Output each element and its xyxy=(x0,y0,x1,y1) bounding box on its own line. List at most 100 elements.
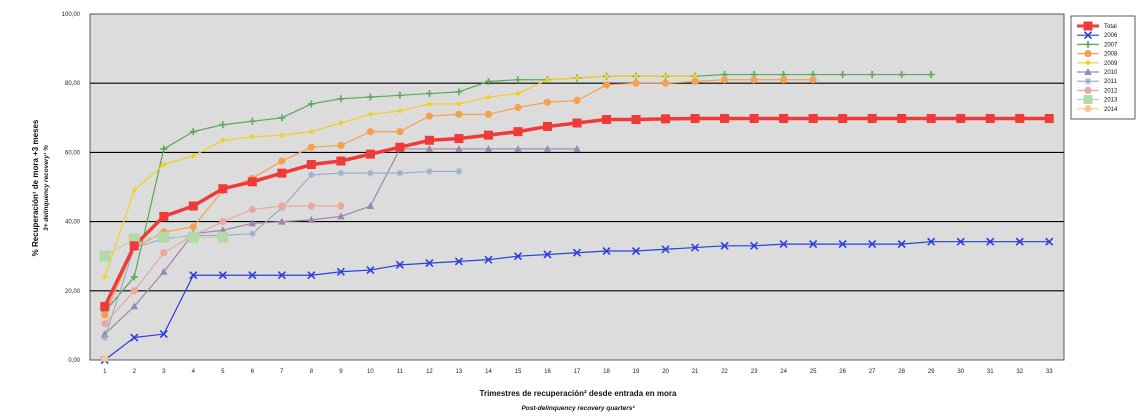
x-tick-label: 7 xyxy=(280,369,284,375)
series-2007-point xyxy=(396,91,404,99)
y-axis-label-en: 3+ delinquency recovery¹ % xyxy=(43,145,50,231)
series-2011-point xyxy=(248,230,256,238)
series-2009-point xyxy=(309,129,314,134)
series-2007-point xyxy=(160,145,168,153)
series-2009-point xyxy=(250,134,255,140)
series-2006-point xyxy=(956,237,965,246)
series-2012-point xyxy=(307,202,315,210)
series-2006-point xyxy=(130,333,139,342)
y-axis-ticks: 0,00 20,00 40,00 60,00 80,00 100,00 xyxy=(62,12,81,364)
series-2010-point xyxy=(455,144,463,152)
x-tick-label: 25 xyxy=(810,369,817,375)
series-2006-point xyxy=(779,240,788,249)
series-total-point xyxy=(956,113,966,123)
legend-2010-marker xyxy=(1084,68,1092,75)
series-total-point xyxy=(542,121,552,131)
series-2007-point xyxy=(130,273,138,281)
series-2011-point xyxy=(396,169,404,177)
x-tick-label: 17 xyxy=(574,369,581,375)
series-total-point xyxy=(720,113,730,123)
series-2006-point xyxy=(690,243,700,252)
series-2007-point xyxy=(248,117,256,125)
series-2008-point xyxy=(425,112,434,120)
series-2006-point xyxy=(720,241,729,250)
series-2006-point xyxy=(661,245,670,254)
series-total-point xyxy=(985,113,995,123)
series-2008-point xyxy=(809,76,817,84)
legend-total-label: Total xyxy=(1104,24,1117,30)
series-2006-point xyxy=(513,252,523,261)
series-total-point xyxy=(247,177,257,187)
series-2006-point xyxy=(366,265,375,275)
series-2007-point xyxy=(484,77,492,85)
series-2011-point xyxy=(337,169,345,177)
x-tick-label: 19 xyxy=(633,369,640,375)
series-2010-point xyxy=(484,144,493,152)
x-tick-label: 6 xyxy=(251,369,255,375)
x-tick-label: 33 xyxy=(1046,369,1053,375)
x-tick-label: 2 xyxy=(133,369,137,375)
legend-2013-label: 2013 xyxy=(1104,98,1118,104)
series-2006-point xyxy=(425,259,434,268)
series-2007-point xyxy=(868,71,876,79)
series-total-point xyxy=(129,241,139,251)
series-total-point xyxy=(749,113,759,123)
x-axis-ticks: 1 2 3 4 5 6 7 8 9 10 11 12 13 14 15 16 17 18 19 20 21 22 23 24 2… xyxy=(103,369,1053,375)
series-2006-point xyxy=(218,271,227,280)
series-2008-point xyxy=(278,157,286,165)
legend-2011-label: 2011 xyxy=(1104,79,1118,85)
x-tick-label: 15 xyxy=(515,369,522,375)
series-2012-point xyxy=(101,320,109,328)
series-2010-point xyxy=(130,302,139,310)
x-tick-label: 28 xyxy=(898,369,905,375)
x-tick-label: 20 xyxy=(662,369,669,375)
series-2006-point xyxy=(159,329,168,339)
series-total-point xyxy=(926,113,936,123)
series-2006-point xyxy=(927,237,936,246)
series-total-point xyxy=(1015,113,1025,123)
series-2006-point xyxy=(838,240,847,249)
series-2013-point xyxy=(158,231,170,243)
x-tick-label: 22 xyxy=(721,369,728,375)
series-total-point xyxy=(1044,113,1054,123)
y-tick-label: 80,00 xyxy=(65,81,81,87)
series-2013-point xyxy=(187,231,199,243)
series-total-point xyxy=(631,115,641,125)
series-2010-point xyxy=(219,226,227,234)
series-2006-point xyxy=(277,271,286,280)
series-2009-point xyxy=(368,112,373,117)
x-tick-label: 1 xyxy=(103,369,107,375)
series-2007-point xyxy=(927,71,935,79)
series-2009-point xyxy=(574,75,580,81)
series-2009-point xyxy=(161,162,166,167)
series-2008-point xyxy=(602,81,611,89)
series-2010-point xyxy=(337,212,345,220)
series-2009-point xyxy=(279,132,285,138)
legend-2009-label: 2009 xyxy=(1104,61,1118,67)
series-2008-point xyxy=(307,143,315,151)
series-2008-point xyxy=(101,311,109,319)
x-tick-label: 29 xyxy=(928,369,935,375)
series-2006-point xyxy=(1015,237,1024,246)
series-2008-point xyxy=(780,76,788,84)
series-total-point xyxy=(897,113,907,123)
series-2011-point xyxy=(455,167,463,175)
series-2009-point xyxy=(427,101,432,107)
series-2013-point xyxy=(217,231,229,243)
legend-2007-marker xyxy=(1084,40,1092,48)
series-2010-point xyxy=(514,144,522,152)
series-2012-point xyxy=(337,202,345,210)
series-2009-point xyxy=(545,77,550,82)
series-2010-point xyxy=(159,267,168,275)
series-2008-point xyxy=(189,223,197,231)
series-2008-point xyxy=(661,79,670,87)
series-2006-point xyxy=(336,267,345,276)
legend-2014-marker xyxy=(1084,105,1092,113)
series-2009-point xyxy=(692,74,698,79)
legend-2008-marker xyxy=(1084,50,1092,58)
x-tick-label: 31 xyxy=(987,369,994,375)
series-total-point xyxy=(661,114,671,124)
series-total-point xyxy=(306,160,316,170)
x-tick-label: 18 xyxy=(603,369,610,375)
